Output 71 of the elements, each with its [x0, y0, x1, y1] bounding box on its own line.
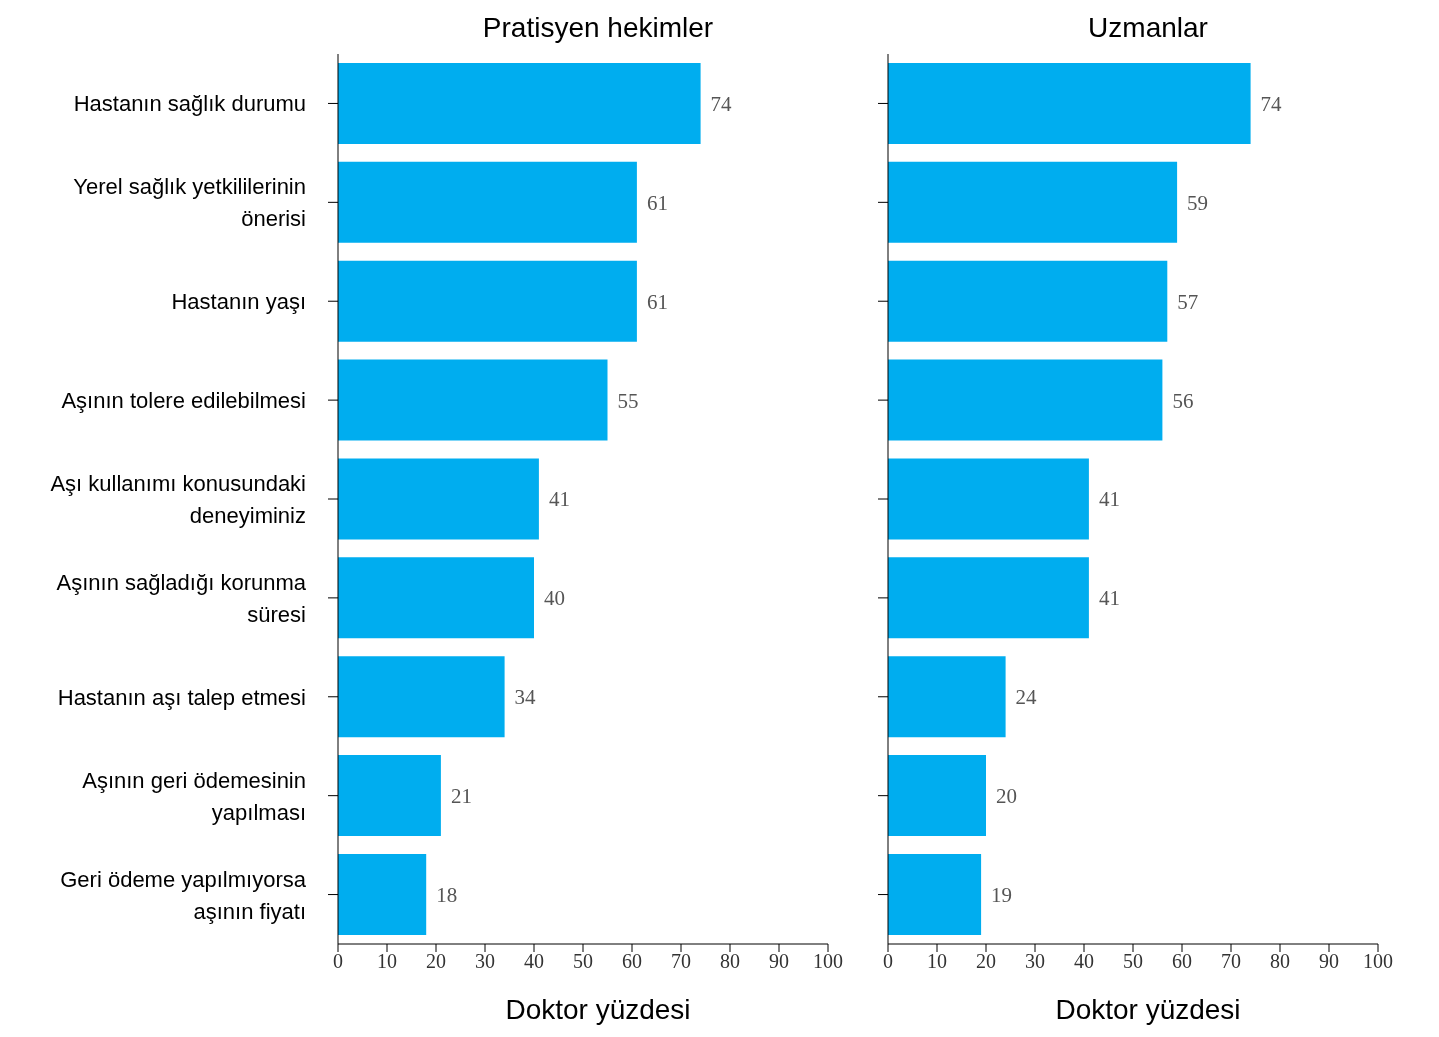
- x-tick-label: 40: [1074, 950, 1094, 973]
- x-tick-label: 70: [1221, 950, 1241, 973]
- y-tick-label: Hastanın aşı talep etmesi: [57, 684, 306, 710]
- y-tick-label: Hastanın sağlık durumu: [73, 90, 306, 116]
- x-tick-label: 20: [426, 950, 446, 973]
- y-tick-label: Aşı kullanımı konusundaki deneyiminiz: [50, 470, 306, 528]
- x-axis-title: Doktor yüzdesi: [1054, 994, 1242, 1026]
- data-label: 57: [1177, 289, 1199, 314]
- data-label: 41: [1098, 487, 1120, 512]
- x-axis-title: Doktor yüzdesi: [504, 994, 692, 1026]
- x-tick-label: 30: [475, 950, 495, 973]
- x-tick-label: 20: [976, 950, 996, 973]
- x-tick-label: 100: [1363, 950, 1393, 973]
- y-tick-label: Hastanın yaşı: [171, 288, 306, 314]
- data-label: 56: [1172, 388, 1194, 413]
- bar: [338, 656, 505, 738]
- bar: [888, 557, 1089, 639]
- x-tick-label: 0: [883, 950, 893, 973]
- y-tick-label: Yerel sağlık yetkililerinin önerisi: [73, 173, 306, 231]
- data-label: 74: [710, 91, 733, 116]
- data-label: 61: [646, 289, 668, 314]
- x-tick-label: 90: [1319, 950, 1339, 973]
- x-tick-label: 80: [1270, 950, 1290, 973]
- x-tick-label: 50: [1123, 950, 1143, 973]
- bar: [888, 62, 1251, 144]
- y-tick-label: Aşının geri ödemesinin yapılması: [82, 767, 306, 825]
- x-tick-label: 50: [573, 950, 593, 973]
- data-label: 21: [450, 784, 472, 809]
- y-tick-label: Geri ödeme yapılmıyorsa aşının fiyatı: [60, 866, 307, 924]
- x-tick-label: 30: [1025, 950, 1045, 973]
- bar: [338, 458, 539, 540]
- bar: [888, 656, 1006, 738]
- x-tick-label: 80: [720, 950, 740, 973]
- data-label: 59: [1187, 190, 1209, 215]
- chart-title: Pratisyen hekimler: [481, 11, 715, 45]
- bar: [888, 854, 982, 936]
- x-tick-label: 70: [671, 950, 691, 973]
- data-label: 40: [544, 586, 565, 611]
- bar: [338, 161, 637, 243]
- data-label: 19: [991, 882, 1013, 907]
- bar: [338, 359, 608, 441]
- y-tick-label: Aşının sağladığı korunma süresi: [56, 569, 307, 627]
- x-tick-label: 60: [622, 950, 642, 973]
- bar: [888, 260, 1168, 342]
- data-label: 61: [646, 190, 668, 215]
- x-tick-label: 10: [927, 950, 947, 973]
- bar: [338, 557, 534, 639]
- data-label: 34: [514, 685, 537, 710]
- x-tick-label: 60: [1172, 950, 1192, 973]
- y-tick-label: Aşının tolere edilebilmesi: [61, 387, 306, 413]
- bar: [888, 161, 1178, 243]
- data-label: 20: [996, 784, 1017, 809]
- data-label: 74: [1260, 91, 1283, 116]
- bar: [338, 755, 441, 837]
- x-tick-label: 100: [813, 950, 843, 973]
- bar: [338, 854, 427, 936]
- bar: [338, 260, 637, 342]
- x-tick-label: 10: [377, 950, 397, 973]
- bar: [888, 755, 986, 837]
- bar: [888, 359, 1163, 441]
- data-label: 41: [548, 487, 570, 512]
- data-label: 41: [1098, 586, 1120, 611]
- chart-title: Uzmanlar: [1087, 11, 1209, 45]
- bar: [888, 458, 1089, 540]
- x-tick-label: 0: [333, 950, 343, 973]
- bar: [338, 62, 701, 144]
- data-label: 55: [617, 388, 639, 413]
- x-tick-label: 90: [769, 950, 789, 973]
- data-label: 24: [1015, 685, 1038, 710]
- data-label: 18: [436, 882, 458, 907]
- x-tick-label: 40: [524, 950, 544, 973]
